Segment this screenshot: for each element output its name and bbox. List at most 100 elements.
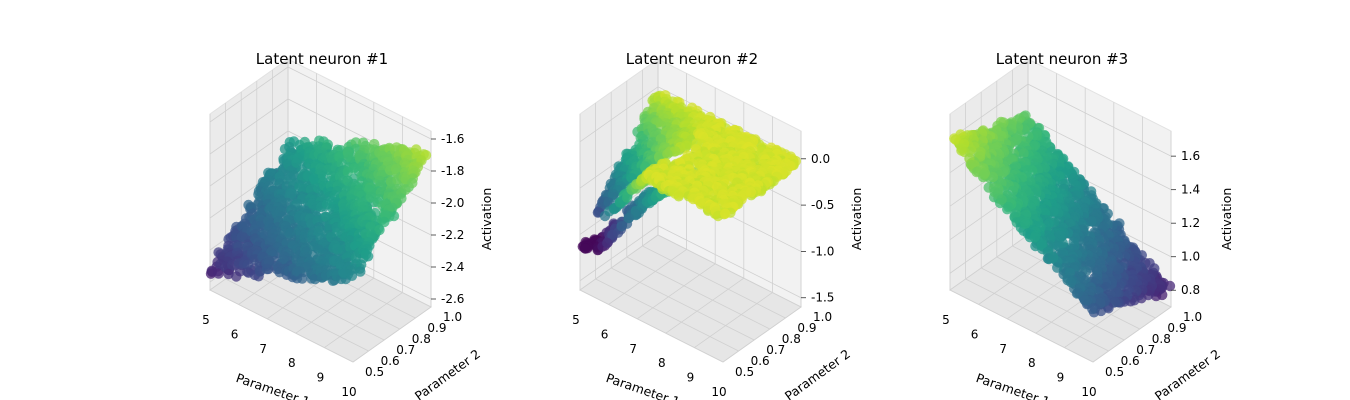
y-tick-label: 0.9 [797, 321, 816, 335]
z-tick-label: -1.6 [441, 132, 464, 146]
scatter-point [1065, 277, 1077, 288]
y-tick-label: 0.6 [381, 354, 400, 368]
scatter-point [616, 221, 627, 232]
scatter-point [365, 191, 376, 203]
scatter-point [231, 271, 242, 282]
scatter-point [291, 157, 302, 168]
z-tick-label: 1.2 [1181, 216, 1200, 230]
x-tick-label: 9 [1057, 371, 1065, 385]
y-tick-label: 0.5 [1105, 365, 1124, 379]
scatter-point [1019, 218, 1031, 230]
y-tick-label: 0.8 [1152, 332, 1171, 346]
y-tick-label: 0.6 [751, 354, 770, 368]
x-tick-label: 8 [1028, 356, 1036, 370]
z-tick-label: 1.0 [1181, 250, 1200, 264]
scatter-point [720, 208, 731, 219]
y-axis-label: Parameter 2 [782, 346, 853, 400]
x-tick-label: 5 [942, 313, 950, 327]
x-tick-label: 10 [1081, 385, 1096, 399]
y-tick-label: 1.0 [443, 310, 462, 324]
z-axis-label: Activation [849, 188, 864, 251]
scatter-point [407, 177, 418, 189]
scatter-point [261, 263, 273, 275]
gridline-y [579, 114, 724, 363]
x-tick-label: 7 [629, 342, 637, 356]
z-axis-label: Activation [479, 188, 494, 251]
z-tick-label: -0.5 [811, 198, 834, 212]
scatter-point [346, 270, 358, 281]
scatter-point [1048, 252, 1059, 263]
scatter-point [996, 194, 1007, 205]
scatter-point [1029, 232, 1041, 243]
z-tick-label: 0.0 [811, 152, 830, 166]
x-tick-label: 9 [687, 371, 695, 385]
x-tick-label: 6 [971, 327, 979, 341]
scatter-point [956, 145, 967, 156]
scatter-point [621, 192, 633, 203]
scatter-point [673, 189, 684, 200]
x-tick-label: 9 [317, 371, 325, 385]
scatter-point [602, 237, 613, 249]
z-tick-label: 1.4 [1181, 183, 1200, 197]
scatter-point [379, 216, 390, 228]
z-tick-label: -1.0 [811, 244, 834, 258]
x-tick-label: 5 [572, 313, 580, 327]
z-tick-label: -2.6 [441, 292, 464, 306]
gridline-y [225, 103, 369, 352]
scatter-point [1079, 295, 1091, 306]
z-axis-label: Activation [1219, 188, 1234, 251]
chart-title: Latent neuron #3 [996, 50, 1128, 68]
x-tick-label: 5 [202, 313, 210, 327]
x-axis-label: Parameter 1 [604, 370, 682, 400]
gridline-z [949, 83, 1172, 157]
scatter-point [745, 187, 757, 198]
y-tick-label: 0.7 [396, 343, 415, 357]
x-axis-label: Parameter 1 [974, 370, 1052, 400]
scatter-point [609, 203, 620, 215]
scatter-point [1003, 201, 1014, 213]
scatter-point [580, 243, 591, 254]
scatter-point [223, 268, 234, 280]
x-tick-label: 8 [288, 356, 296, 370]
x-tick-label: 10 [341, 385, 356, 399]
chart-title: Latent neuron #1 [256, 50, 388, 68]
scatter-point [623, 212, 634, 224]
scatter-point [1071, 190, 1082, 201]
y-tick-label: 0.7 [1136, 343, 1155, 357]
y-axis-label: Parameter 2 [1152, 346, 1223, 400]
x-tick-label: 6 [231, 327, 239, 341]
gridline-y [209, 114, 354, 363]
chart-title: Latent neuron #2 [626, 50, 758, 68]
z-tick-label: -2.4 [441, 260, 464, 274]
scatter-point [662, 148, 673, 160]
z-tick-label: -1.5 [811, 291, 834, 305]
x-tick-label: 6 [601, 327, 609, 341]
scatter-point [374, 224, 385, 236]
y-tick-label: 1.0 [813, 310, 832, 324]
x-tick-label: 7 [999, 342, 1007, 356]
x-tick-label: 8 [658, 356, 666, 370]
scatter-point [1164, 280, 1176, 292]
scatter-point [360, 249, 372, 260]
y-tick-label: 0.6 [1121, 354, 1140, 368]
scatter-point [978, 169, 990, 180]
y-tick-label: 0.5 [365, 365, 384, 379]
scatter-point [670, 146, 681, 157]
gridline-z [579, 225, 802, 299]
scatter-point [297, 273, 308, 284]
scatter-point [242, 259, 253, 270]
scatter-point [987, 171, 999, 183]
z-tick-label: 0.8 [1181, 283, 1200, 297]
chart-panel-2: 5 6 7 8 9 10 0.50.60.70.80.91.0 -1.5 -1.0 -0.5 0.0… [572, 50, 864, 400]
scatter-point [607, 229, 618, 240]
gridline-y [626, 81, 770, 330]
scatter-point [342, 166, 353, 178]
z-tick-label: -1.8 [441, 164, 464, 178]
gridline-y [610, 92, 755, 341]
chart-panel-3: 56789100.50.60.70.80.91.00.81.01.21.41.6… [942, 50, 1234, 400]
y-tick-label: 0.9 [1167, 321, 1186, 335]
y-tick-label: 0.9 [427, 321, 446, 335]
chart-panel-1: 5 6 7 8 9 10 0.50.60.70.80.91.0 -2.6 -2.4 -2.2 -2.… [202, 50, 494, 400]
x-tick-label: 10 [711, 385, 726, 399]
